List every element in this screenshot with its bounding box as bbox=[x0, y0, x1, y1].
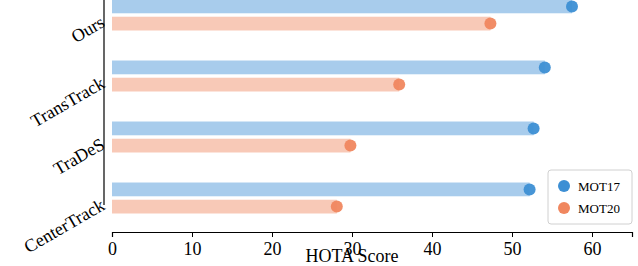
x-tick: 0 bbox=[108, 232, 117, 259]
marker bbox=[344, 140, 356, 152]
y-tick-label: TraDeS bbox=[50, 134, 108, 179]
bar bbox=[112, 183, 530, 197]
legend-label: MOT20 bbox=[578, 201, 620, 216]
x-tick-mark bbox=[192, 232, 193, 237]
marker bbox=[484, 18, 496, 30]
y-tick: TraDeS bbox=[50, 134, 108, 179]
marker bbox=[393, 79, 405, 91]
bar bbox=[112, 0, 572, 13]
x-tick: 60 bbox=[584, 232, 602, 259]
bar bbox=[112, 139, 350, 153]
marker bbox=[331, 201, 343, 213]
y-tick-label: TransTrack bbox=[27, 73, 108, 131]
bar bbox=[112, 17, 490, 31]
x-tick: 40 bbox=[424, 232, 442, 259]
x-axis-title: HOTA Score bbox=[305, 246, 398, 266]
x-tick-mark bbox=[272, 232, 273, 237]
marker bbox=[528, 122, 540, 134]
x-tick-label: 10 bbox=[184, 239, 202, 259]
x-tick-mark bbox=[512, 232, 513, 237]
bar bbox=[112, 200, 337, 214]
plot-area bbox=[112, 0, 578, 214]
y-tick: CenterTrack bbox=[21, 195, 108, 257]
bar bbox=[112, 78, 399, 92]
bar bbox=[112, 61, 545, 75]
y-axis: Ours TransTrackTraDeS CenterTrack bbox=[21, 12, 108, 257]
marker bbox=[566, 0, 578, 12]
x-tick: 50 bbox=[504, 232, 522, 259]
x-tick-mark bbox=[352, 232, 353, 237]
x-tick: 20 bbox=[264, 232, 282, 259]
bar bbox=[112, 122, 534, 136]
marker bbox=[539, 61, 551, 73]
x-tick-mark bbox=[592, 232, 593, 237]
legend: MOT17 MOT20 bbox=[548, 170, 632, 224]
x-tick-mark bbox=[432, 232, 433, 237]
x-tick-label: 60 bbox=[584, 239, 602, 259]
marker bbox=[524, 183, 536, 195]
legend-marker bbox=[558, 180, 570, 192]
legend-label: MOT17 bbox=[578, 179, 620, 194]
y-tick-label: Ours bbox=[68, 12, 108, 47]
x-tick-label: 50 bbox=[504, 239, 522, 259]
x-tick-label: 20 bbox=[264, 239, 282, 259]
x-tick-mark bbox=[112, 232, 113, 237]
legend-box bbox=[548, 170, 632, 224]
legend-marker bbox=[558, 202, 570, 214]
y-tick: Ours bbox=[68, 12, 108, 47]
x-axis-line bbox=[113, 233, 633, 238]
y-tick: TransTrack bbox=[27, 73, 108, 131]
y-tick-label: CenterTrack bbox=[21, 195, 108, 257]
x-tick-label: 40 bbox=[424, 239, 442, 259]
x-tick: 10 bbox=[184, 232, 202, 259]
x-tick-label: 0 bbox=[108, 239, 117, 259]
